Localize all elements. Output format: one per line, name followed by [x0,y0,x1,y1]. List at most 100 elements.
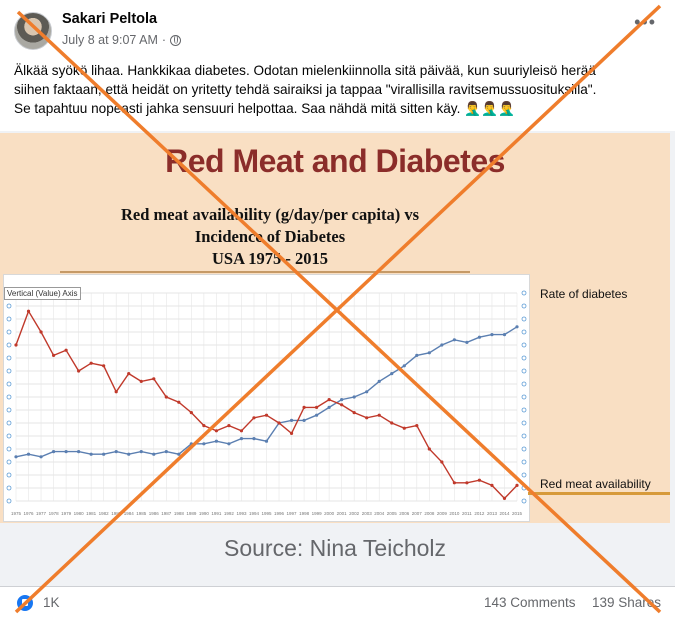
post-image[interactable]: Red Meat and Diabetes Red meat availabil… [0,131,675,586]
globe-icon [170,34,182,46]
axis-handle [6,446,12,452]
data-point [39,455,43,459]
axis-handle [6,498,12,504]
x-tick-label: 2008 [424,511,435,516]
axis-handle [6,472,12,478]
series-label-red-meat: Red meat availability [540,477,651,491]
axis-handle [6,394,12,400]
avatar[interactable] [14,12,52,50]
x-tick-label: 1996 [274,511,285,516]
data-point [102,452,106,456]
chart-heading-line: Red meat availability (g/day/per capita)… [120,205,420,224]
axis-handle [521,394,527,400]
data-point [377,413,381,417]
data-point [427,351,431,355]
x-tick-label: 1991 [211,511,222,516]
data-point [264,439,269,443]
axis-handle [521,472,527,478]
series-label-diabetes: Rate of diabetes [540,287,628,301]
x-tick-label: 2012 [474,511,485,516]
data-point [502,333,507,337]
x-tick-label: 1989 [186,511,197,516]
data-point [227,442,231,446]
data-point [139,450,143,454]
data-point [252,416,256,420]
axis-handle [521,342,527,348]
axis-handle [521,303,527,309]
x-tick-label: 2005 [387,511,398,516]
data-point [26,452,31,456]
axis-handle [6,433,12,439]
post-header: Sakari Peltola July 8 at 9:07 AM · ••• [14,8,664,52]
meta-separator: · [161,33,167,47]
data-point [440,343,444,347]
red-meat-label-rule [528,492,670,495]
x-tick-label: 1995 [261,511,272,516]
x-tick-label: 2014 [499,511,510,516]
data-point [189,411,193,415]
data-point [51,353,56,357]
data-point [352,395,356,399]
axis-tooltip: Vertical (Value) Axis [4,287,81,300]
reaction-count[interactable]: 1K [43,595,60,610]
axis-handle [6,459,12,465]
data-point [427,447,431,451]
data-point [402,426,406,430]
axis-handle [521,433,527,439]
data-point [89,361,93,365]
x-tick-label: 1988 [174,511,185,516]
data-point [502,496,507,500]
post-text-line: Älkää syökö lihaa. Hankkikaa diabetes. O… [14,63,596,78]
data-point [452,338,456,342]
x-tick-label: 1983 [111,511,122,516]
data-point [164,395,168,399]
axis-handle [521,290,527,296]
axis-handle [6,420,12,426]
x-tick-label: 1982 [99,511,110,516]
x-tick-label: 1981 [86,511,97,516]
comment-count[interactable]: 143 Comments [484,595,576,610]
data-point [202,424,206,428]
axis-handle [521,368,527,374]
axis-handle [521,316,527,322]
axis-handle [6,368,12,374]
data-point [64,450,68,454]
post-text-line: Se tapahtuu nopeasti jahka sensuuri help… [14,101,515,116]
x-tick-label: 1998 [299,511,310,516]
data-point [327,405,331,409]
data-point [77,369,81,373]
data-point [277,421,281,425]
data-point [177,400,181,404]
axis-handle [521,485,527,491]
axis-handle [6,381,12,387]
data-point [26,309,31,313]
axis-handle [6,355,12,361]
data-point [214,439,218,443]
share-count[interactable]: 139 Shares [592,595,662,610]
data-point [390,421,394,425]
post-text-line: siihen faktaan, että heidät on yritetty … [14,82,597,97]
data-point [114,450,118,454]
like-reaction-icon[interactable] [15,593,35,613]
x-tick-label: 2011 [462,511,472,516]
author-name[interactable]: Sakari Peltola [62,11,158,27]
x-tick-label: 2001 [337,511,348,516]
x-tick-label: 1980 [74,511,85,516]
data-point [515,325,519,329]
data-point [239,437,244,441]
x-tick-label: 1997 [287,511,298,516]
x-tick-label: 1976 [24,511,35,516]
data-point [477,478,482,482]
data-point [289,431,294,435]
data-point [152,452,156,456]
data-point [315,413,319,417]
axis-handle [6,329,12,335]
data-point [164,450,168,454]
axis-handle [521,381,527,387]
data-point [315,405,319,409]
x-tick-label: 1990 [199,511,210,516]
axis-handle [6,342,12,348]
post-timestamp[interactable]: July 8 at 9:07 AM [62,33,158,47]
data-point [89,452,93,456]
more-options-icon[interactable]: ••• [634,12,656,32]
